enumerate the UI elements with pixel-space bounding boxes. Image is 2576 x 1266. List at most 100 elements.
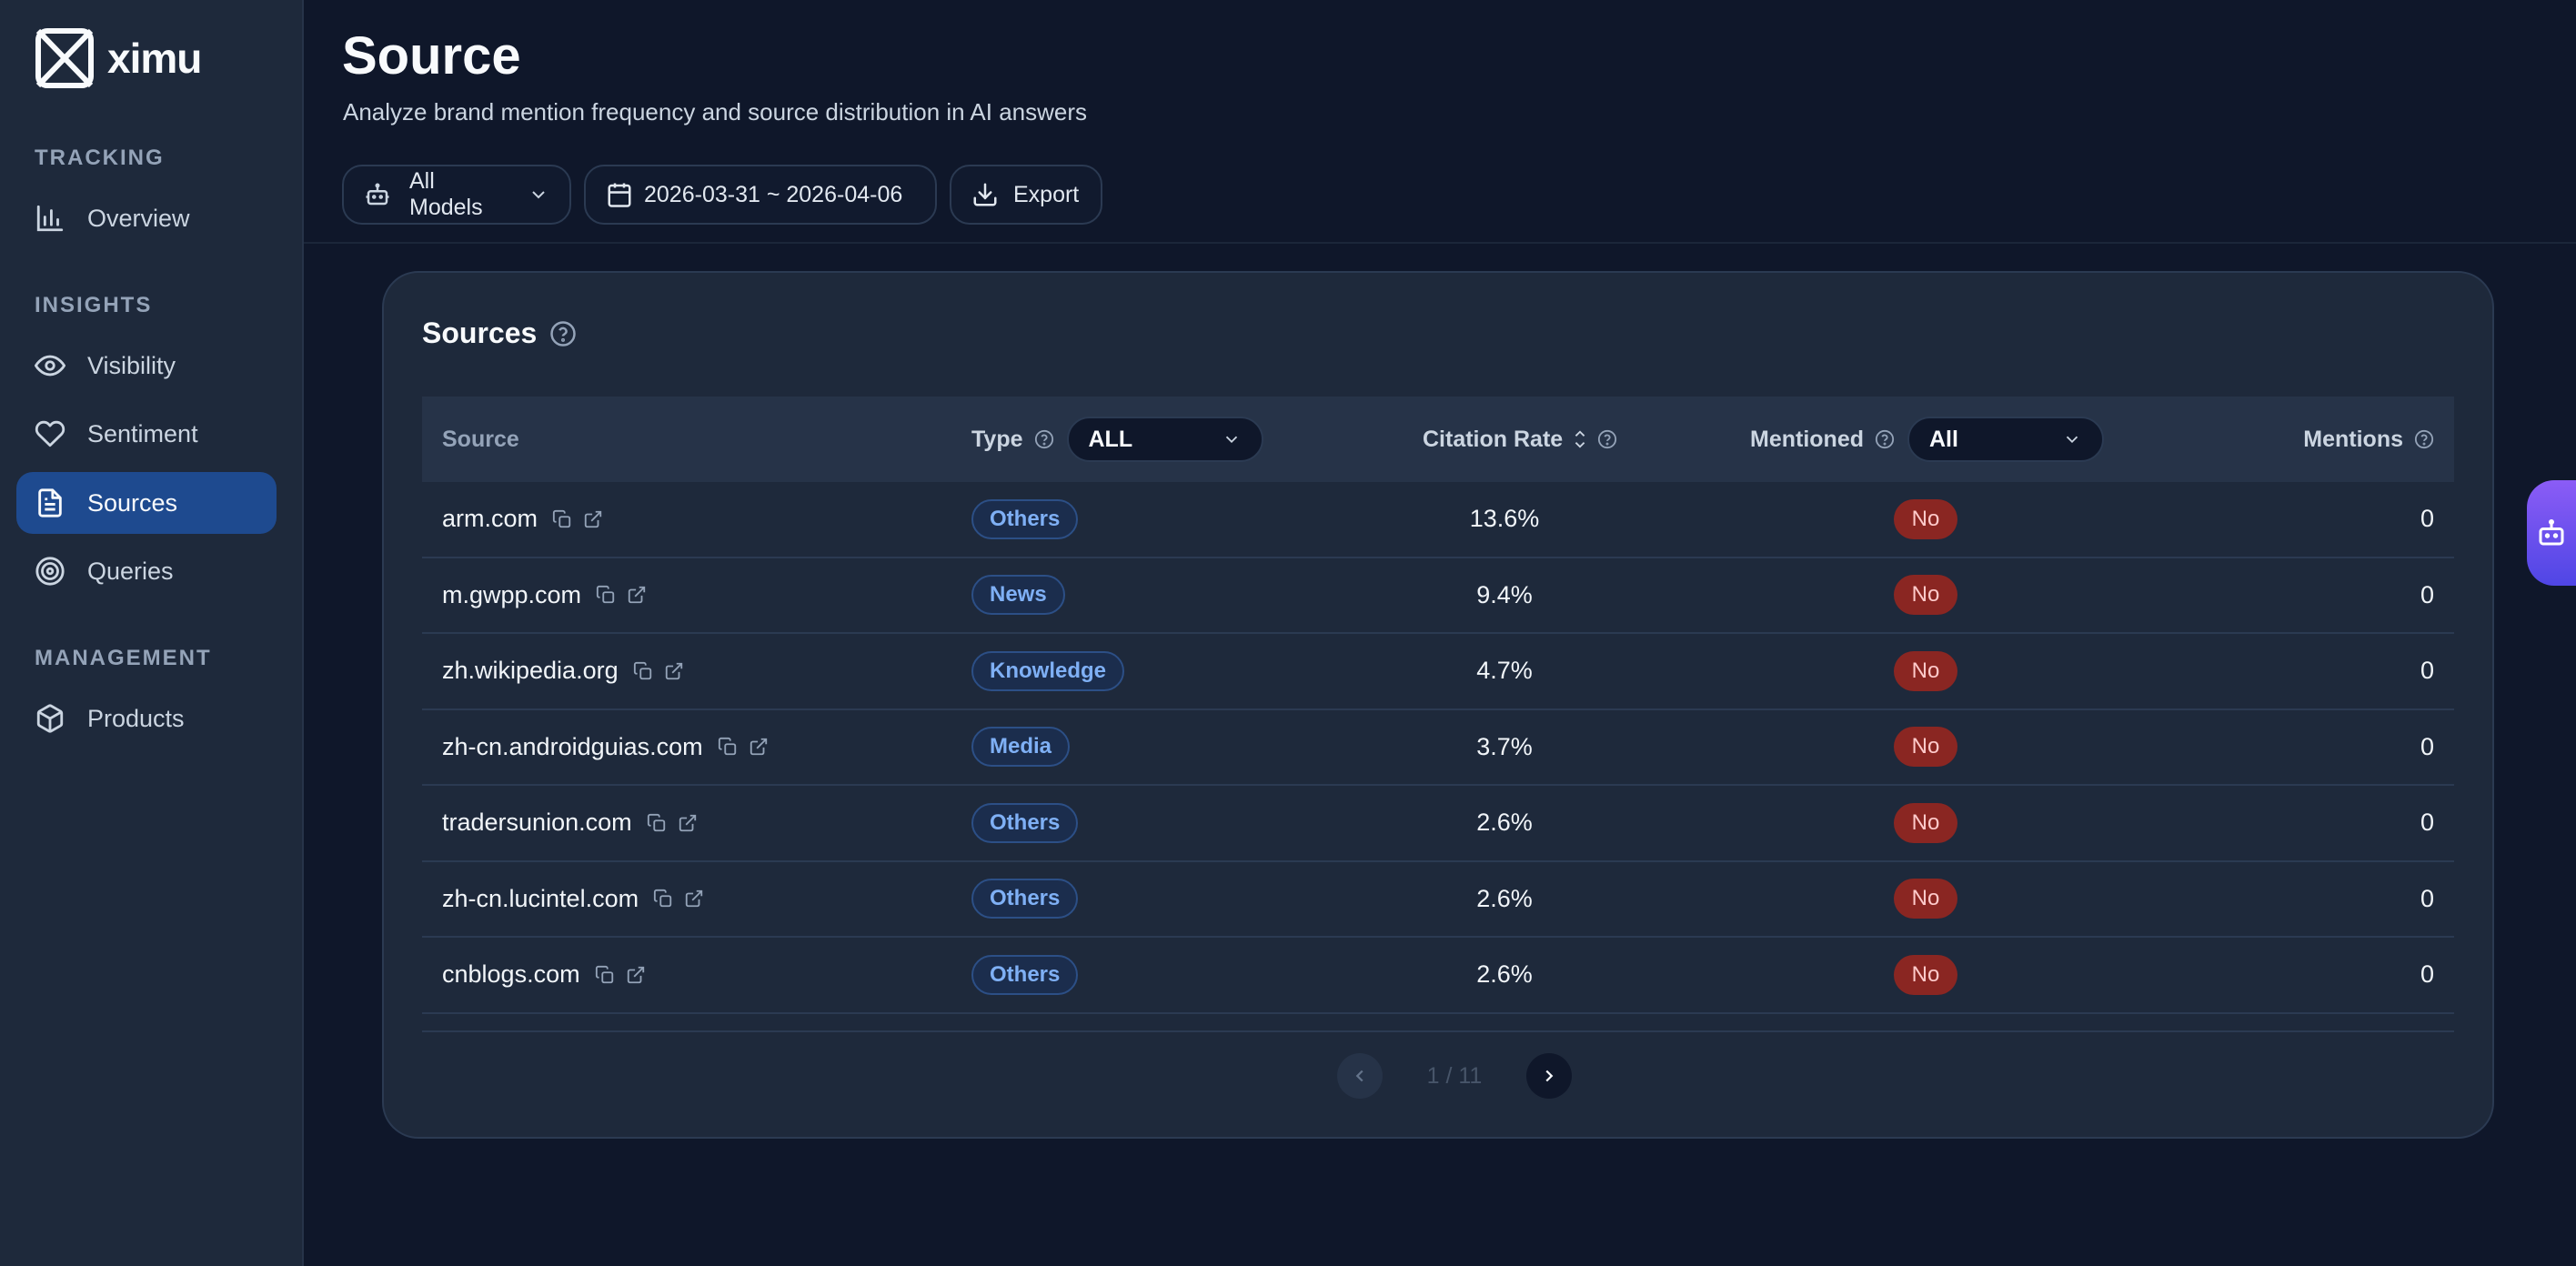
col-source-label: Source bbox=[442, 426, 519, 452]
source-domain[interactable]: m.gwpp.com bbox=[442, 580, 582, 608]
sidebar-item-label: Queries bbox=[87, 557, 174, 585]
brand-logo[interactable]: ximu bbox=[35, 27, 202, 89]
robot-icon bbox=[2539, 519, 2564, 546]
table-row: zh-cn.lucintel.com Others 2.6% No 0 bbox=[422, 862, 2454, 938]
mentioned-badge: No bbox=[1894, 954, 1957, 995]
external-link-icon[interactable] bbox=[678, 813, 698, 833]
card-title: Sources bbox=[422, 316, 577, 350]
type-cell: Others bbox=[971, 802, 1079, 843]
ai-assistant-button[interactable] bbox=[2527, 480, 2576, 586]
sidebar-item-label: Sources bbox=[87, 488, 178, 517]
copy-icon[interactable] bbox=[647, 813, 667, 833]
citation-rate-value: 13.6% bbox=[1469, 505, 1540, 533]
col-mentions: Mentions bbox=[2303, 427, 2434, 453]
mentioned-badge: No bbox=[1894, 575, 1957, 616]
type-filter-value: ALL bbox=[1088, 426, 1133, 452]
citation-rate-cell: 9.4% bbox=[1423, 581, 1586, 609]
mentions-value: 0 bbox=[2420, 657, 2434, 685]
mentioned-filter-select[interactable]: All bbox=[1907, 417, 2104, 462]
sidebar-item-label: Sentiment bbox=[87, 419, 198, 447]
model-filter-dropdown[interactable]: All Models bbox=[342, 165, 571, 225]
download-icon bbox=[973, 183, 997, 206]
mentions-cell: 0 bbox=[2420, 733, 2434, 761]
help-icon[interactable] bbox=[1597, 429, 1617, 449]
sidebar-item-products[interactable]: Products bbox=[16, 688, 277, 749]
sidebar-item-label: Overview bbox=[87, 204, 190, 232]
copy-icon[interactable] bbox=[596, 585, 616, 605]
document-icon bbox=[38, 488, 62, 517]
prev-page-button[interactable] bbox=[1337, 1053, 1383, 1099]
type-badge: News bbox=[971, 575, 1065, 616]
help-icon[interactable] bbox=[1875, 429, 1895, 449]
external-link-icon[interactable] bbox=[627, 585, 647, 605]
bar-chart-icon bbox=[36, 205, 64, 232]
source-domain[interactable]: zh-cn.lucintel.com bbox=[442, 884, 639, 912]
copy-icon[interactable] bbox=[552, 509, 572, 529]
mentions-cell: 0 bbox=[2420, 885, 2434, 913]
sidebar-item-label: Products bbox=[87, 704, 185, 732]
page-subtitle: Analyze brand mention frequency and sour… bbox=[343, 98, 1088, 126]
header-divider bbox=[304, 242, 2576, 244]
table-row: zh.wikipedia.org Knowledge 4.7% No 0 bbox=[422, 634, 2454, 710]
col-citation-rate-label: Citation Rate bbox=[1423, 426, 1564, 452]
col-source: Source bbox=[442, 427, 519, 453]
logo-icon bbox=[35, 28, 94, 88]
eye-icon bbox=[35, 355, 65, 377]
mentioned-badge: No bbox=[1894, 727, 1957, 768]
citation-rate-cell: 3.7% bbox=[1423, 733, 1586, 761]
help-icon[interactable] bbox=[549, 320, 577, 347]
external-link-icon[interactable] bbox=[583, 509, 603, 529]
sidebar-item-label: Visibility bbox=[87, 351, 176, 379]
type-filter-select[interactable]: ALL bbox=[1066, 417, 1263, 462]
export-label: Export bbox=[1013, 181, 1080, 207]
external-link-icon[interactable] bbox=[664, 661, 684, 681]
export-button[interactable]: Export bbox=[950, 165, 1102, 225]
source-cell: tradersunion.com bbox=[442, 809, 698, 837]
source-cell: zh.wikipedia.org bbox=[442, 657, 684, 685]
col-citation-rate[interactable]: Citation Rate bbox=[1423, 427, 1617, 453]
sidebar-item-queries[interactable]: Queries bbox=[16, 540, 277, 602]
copy-icon[interactable] bbox=[653, 889, 673, 909]
citation-rate-cell: 2.6% bbox=[1423, 809, 1586, 837]
help-icon[interactable] bbox=[1034, 429, 1054, 449]
card-title-text: Sources bbox=[422, 316, 538, 349]
help-icon[interactable] bbox=[2414, 429, 2434, 449]
type-cell: Others bbox=[971, 954, 1079, 995]
sort-icon[interactable] bbox=[1570, 427, 1590, 451]
citation-rate-value: 4.7% bbox=[1476, 657, 1533, 685]
mentions-value: 0 bbox=[2420, 505, 2434, 533]
type-cell: Others bbox=[971, 498, 1079, 539]
source-domain[interactable]: zh-cn.androidguias.com bbox=[442, 732, 703, 760]
source-domain[interactable]: cnblogs.com bbox=[442, 960, 580, 989]
sidebar-item-visibility[interactable]: Visibility bbox=[16, 335, 277, 397]
type-badge: Others bbox=[971, 498, 1079, 539]
next-page-button[interactable] bbox=[1526, 1053, 1572, 1099]
type-badge: Others bbox=[971, 802, 1079, 843]
date-range-picker[interactable]: 2026-03-31 ~ 2026-04-06 bbox=[584, 165, 937, 225]
external-link-icon[interactable] bbox=[749, 737, 769, 757]
type-badge: Media bbox=[971, 727, 1071, 768]
mentions-value: 0 bbox=[2420, 809, 2434, 837]
source-domain[interactable]: tradersunion.com bbox=[442, 809, 632, 837]
citation-rate-value: 3.7% bbox=[1476, 732, 1533, 760]
target-icon bbox=[35, 557, 65, 586]
copy-icon[interactable] bbox=[718, 737, 738, 757]
toolbar: All Models 2026-03-31 ~ 2026-04-06 Expor… bbox=[342, 165, 1102, 225]
col-type-label: Type bbox=[971, 426, 1023, 452]
external-link-icon[interactable] bbox=[684, 889, 704, 909]
source-domain[interactable]: arm.com bbox=[442, 505, 538, 533]
copy-icon[interactable] bbox=[595, 965, 615, 985]
external-link-icon[interactable] bbox=[626, 965, 646, 985]
table-row: tradersunion.com Others 2.6% No 0 bbox=[422, 786, 2454, 862]
chevron-down-icon bbox=[2066, 436, 2078, 444]
sidebar-item-sentiment[interactable]: Sentiment bbox=[16, 403, 277, 465]
citation-rate-cell: 2.6% bbox=[1423, 960, 1586, 989]
sidebar-item-overview[interactable]: Overview bbox=[16, 187, 277, 249]
copy-icon[interactable] bbox=[633, 661, 653, 681]
sidebar-item-sources[interactable]: Sources bbox=[16, 472, 277, 534]
mentions-cell: 0 bbox=[2420, 960, 2434, 989]
table-row: arm.com Others 13.6% No 0 bbox=[422, 482, 2454, 558]
chevron-left-icon bbox=[1355, 1070, 1363, 1082]
type-badge: Others bbox=[971, 879, 1079, 919]
source-domain[interactable]: zh.wikipedia.org bbox=[442, 657, 619, 685]
